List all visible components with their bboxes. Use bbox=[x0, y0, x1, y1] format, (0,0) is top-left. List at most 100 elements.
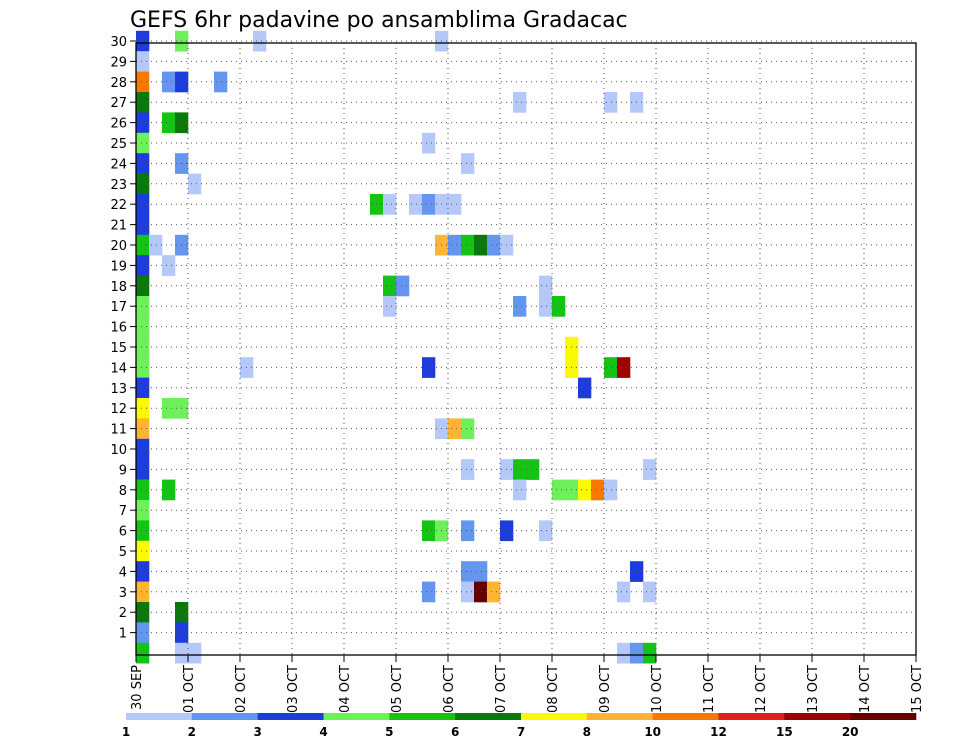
heatmap-cell bbox=[422, 194, 436, 215]
heatmap-cells bbox=[136, 30, 657, 664]
x-axis: 30 SEP 01 OCT 02 OCT 03 OCT 04 OCT 05 OCT 06 O… bbox=[130, 655, 925, 713]
heatmap-cell bbox=[136, 112, 150, 134]
y-tick-label: 7 bbox=[119, 504, 127, 519]
x-tick-label: 07 OCT bbox=[494, 665, 509, 713]
colorbar-swatch bbox=[652, 713, 719, 720]
heatmap-cell bbox=[383, 275, 397, 297]
y-tick-label: 25 bbox=[110, 137, 127, 152]
x-tick-label: 14 OCT bbox=[858, 665, 873, 713]
heatmap-cell bbox=[539, 296, 553, 317]
y-tick-label: 13 bbox=[110, 382, 127, 397]
heatmap-cell bbox=[604, 479, 618, 501]
chart-title: GEFS 6hr padavine po ansamblima Gradacac bbox=[130, 8, 628, 33]
y-tick-label: 16 bbox=[110, 321, 127, 336]
colorbar-label: 15 bbox=[776, 725, 793, 739]
x-tick-label: 03 OCT bbox=[286, 665, 301, 713]
heatmap-cell bbox=[448, 194, 462, 215]
heatmap-cell bbox=[136, 357, 150, 378]
heatmap-cell bbox=[604, 92, 618, 113]
heatmap-cell bbox=[136, 30, 150, 52]
heatmap-cell bbox=[136, 51, 150, 72]
y-tick-label: 3 bbox=[119, 586, 127, 601]
heatmap-cell bbox=[136, 438, 150, 460]
y-tick-label: 8 bbox=[119, 484, 127, 499]
heatmap-cell bbox=[474, 234, 488, 256]
heatmap-cell bbox=[409, 194, 423, 215]
heatmap-cell bbox=[526, 459, 540, 480]
heatmap-cell bbox=[474, 561, 488, 582]
x-tick-label: 10 OCT bbox=[650, 665, 665, 713]
heatmap-cell bbox=[136, 296, 150, 317]
heatmap-cell bbox=[383, 194, 397, 215]
heatmap-cell bbox=[136, 540, 150, 562]
colorbar-label: 8 bbox=[583, 725, 591, 739]
y-tick-label: 28 bbox=[110, 76, 127, 91]
heatmap-cell bbox=[136, 92, 150, 113]
y-tick-label: 22 bbox=[110, 198, 127, 213]
heatmap-cell bbox=[188, 173, 202, 195]
colorbar-label: 10 bbox=[644, 725, 661, 739]
colorbar-label: 5 bbox=[385, 725, 393, 739]
heatmap-cell bbox=[617, 357, 631, 378]
y-tick-label: 14 bbox=[110, 361, 127, 376]
heatmap-cell bbox=[513, 296, 527, 317]
y-tick-label: 17 bbox=[110, 300, 127, 315]
heatmap-cell bbox=[513, 92, 527, 113]
colorbar-swatch bbox=[718, 713, 785, 720]
y-tick-label: 26 bbox=[110, 117, 127, 132]
colorbar-label: 12 bbox=[710, 725, 727, 739]
x-tick-label: 08 OCT bbox=[546, 665, 561, 713]
y-tick-label: 21 bbox=[110, 219, 127, 234]
heatmap-cell bbox=[136, 132, 150, 154]
heatmap-cell bbox=[487, 581, 501, 603]
heatmap-cell bbox=[617, 642, 631, 664]
colorbar-label: 6 bbox=[451, 725, 459, 739]
colorbar-swatch bbox=[455, 713, 522, 720]
colorbar-label: 7 bbox=[517, 725, 525, 739]
heatmap-cell bbox=[136, 316, 150, 338]
heatmap-cell bbox=[643, 581, 657, 603]
heatmap-cell bbox=[136, 234, 150, 256]
heatmap-cell bbox=[617, 581, 631, 603]
heatmap-cell bbox=[552, 296, 566, 317]
y-tick-label: 24 bbox=[110, 157, 127, 172]
x-tick-label: 30 SEP bbox=[130, 665, 145, 710]
heatmap-cell bbox=[487, 234, 501, 256]
colorbar-label: 2 bbox=[188, 725, 196, 739]
grid-lines bbox=[136, 40, 916, 655]
colorbar-swatch bbox=[586, 713, 653, 720]
colorbar-label: 1 bbox=[122, 725, 130, 739]
heatmap-cell bbox=[136, 71, 150, 93]
heatmap-cell bbox=[461, 418, 475, 440]
heatmap-cell bbox=[461, 581, 475, 603]
heatmap-cell bbox=[461, 561, 475, 582]
plot-frame bbox=[135, 42, 917, 656]
y-tick-label: 19 bbox=[110, 259, 127, 274]
heatmap-cell bbox=[383, 296, 397, 317]
heatmap-cell bbox=[448, 234, 462, 256]
colorbar-swatch bbox=[323, 713, 390, 720]
heatmap-cell bbox=[461, 520, 475, 542]
heatmap-cell bbox=[136, 581, 150, 603]
heatmap-cell bbox=[539, 520, 553, 542]
x-tick-label: 13 OCT bbox=[806, 665, 821, 713]
heatmap-cell bbox=[578, 377, 592, 399]
heatmap-cell bbox=[539, 275, 553, 297]
heatmap-cell bbox=[643, 459, 657, 480]
x-tick-label: 15 OCT bbox=[910, 665, 925, 713]
y-tick-label: 9 bbox=[119, 463, 127, 478]
heatmap-cell bbox=[136, 255, 150, 276]
colorbar-swatch bbox=[850, 713, 917, 720]
y-tick-label: 4 bbox=[119, 565, 127, 580]
heatmap-cell bbox=[136, 275, 150, 297]
heatmap-cell bbox=[136, 214, 150, 236]
x-tick-label: 04 OCT bbox=[338, 665, 353, 713]
y-tick-label: 12 bbox=[110, 402, 127, 417]
colorbar-swatch bbox=[389, 713, 456, 720]
heatmap-cell bbox=[188, 642, 202, 664]
y-axis: 1234567891011121314151617181920212223242… bbox=[110, 35, 136, 642]
heatmap-cell bbox=[162, 255, 176, 276]
heatmap-cell bbox=[214, 71, 228, 93]
y-tick-label: 1 bbox=[119, 627, 127, 642]
y-tick-label: 2 bbox=[119, 606, 127, 621]
